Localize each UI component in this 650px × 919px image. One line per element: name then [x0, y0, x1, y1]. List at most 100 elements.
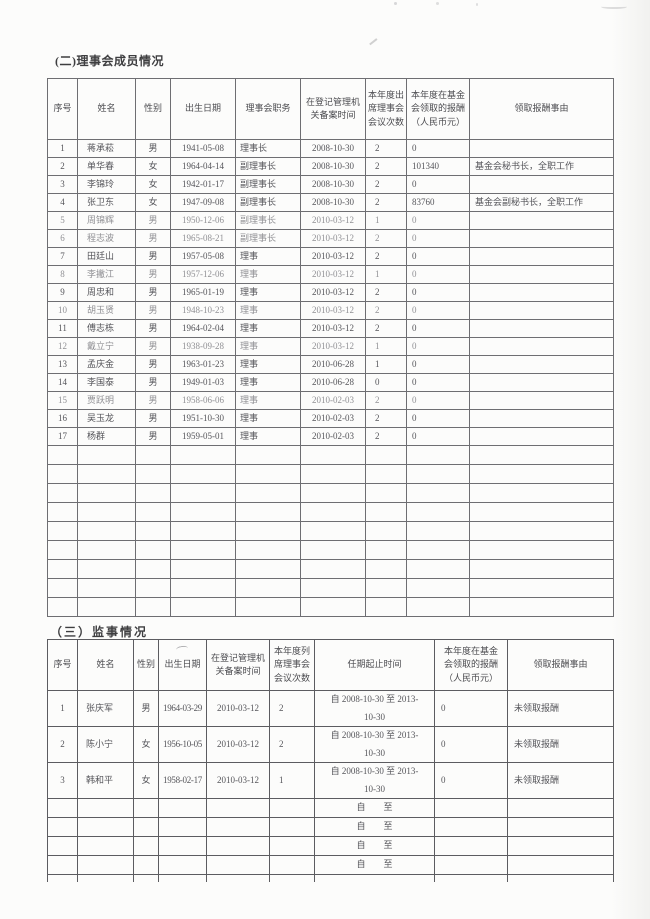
empty-cell: [269, 874, 315, 882]
empty-cell: [170, 502, 236, 522]
table-cell: 2010-03-12: [300, 301, 366, 320]
empty-table-row: [47, 521, 614, 541]
table-cell: 自 2008-10-30 至 2013- 10-30: [314, 726, 435, 763]
table-cell: 0: [406, 175, 470, 194]
empty-cell: [77, 502, 136, 522]
table-row: 1 张庆军男 1964-03-29 2010-03-12 2 自 2008-10-30 至…: [47, 690, 614, 727]
table-cell: 1958-02-17: [158, 762, 207, 799]
table-cell: 自 2008-10-30 至 2013- 10-30: [314, 690, 435, 727]
table-cell: 蒋承菘: [77, 139, 136, 158]
table-row: 11 傅志栋男 1964-02-04 理事 2010-03-12 2 0: [47, 319, 614, 338]
empty-cell: [235, 540, 301, 560]
empty-cell: [77, 578, 136, 598]
table-cell: 10: [47, 301, 78, 320]
empty-cell: [507, 855, 614, 875]
empty-cell: [170, 578, 236, 598]
table-cell: 2: [365, 319, 407, 338]
table-cell: 男: [135, 247, 171, 266]
table-cell: [469, 409, 614, 428]
column-header: 本年度在基金 会领取的报酬 （人民币元）: [406, 78, 470, 140]
table-cell: 基金会副秘书长，全职工作: [469, 193, 614, 212]
table-cell: 0: [406, 355, 470, 374]
empty-cell: [47, 483, 78, 503]
table-cell: 0: [406, 283, 470, 302]
column-header: 在登记管理机 关备案时间: [300, 78, 366, 140]
table-cell: 14: [47, 373, 78, 392]
empty-cell: [365, 521, 407, 541]
empty-table-row: 自 至: [47, 855, 614, 875]
table-cell: 李锦玲: [77, 175, 136, 194]
table-cell: [469, 283, 614, 302]
table-cell: 3: [47, 175, 78, 194]
table-cell: 2: [269, 726, 315, 763]
empty-cell: [406, 521, 470, 541]
table-cell: 0: [434, 726, 508, 763]
table-cell: 理事: [235, 337, 301, 356]
column-header: 序号: [47, 639, 78, 691]
table-cell: 1948-10-23: [170, 301, 236, 320]
empty-cell: [300, 521, 366, 541]
table-row: 16 吴玉龙男 1951-10-30 理事 2010-02-03 2 0: [47, 409, 614, 428]
table-cell: 6: [47, 229, 78, 248]
table-cell: 程志波: [77, 229, 136, 248]
table-cell: 1: [269, 762, 315, 799]
empty-cell: [77, 817, 134, 837]
table-row: 13 孟庆金男 1963-01-23 理事 2010-06-28 1 0: [47, 355, 614, 374]
table-cell: 理事: [235, 391, 301, 410]
table-row: 8 李撇江男 1957-12-06 理事 2010-03-12 1 0: [47, 265, 614, 284]
table-row: 15 贾跃明男 1958-06-06 理事 2010-02-03 2 0: [47, 391, 614, 410]
empty-cell: [300, 483, 366, 503]
empty-cell: [133, 874, 159, 882]
empty-cell: [434, 836, 508, 856]
scan-speck: [436, 2, 439, 5]
empty-table-row: [47, 445, 614, 465]
empty-cell: [300, 559, 366, 579]
table-cell: 副理事长: [235, 211, 301, 230]
table-cell: 未领取报酬: [507, 762, 614, 799]
scan-speck: [394, 2, 397, 5]
table-cell: 2010-03-12: [206, 690, 270, 727]
table-cell: 1947-09-08: [170, 193, 236, 212]
empty-cell: [133, 798, 159, 818]
empty-cell: [47, 540, 78, 560]
table-cell: 0: [406, 409, 470, 428]
table-row: 3 韩和平女 1958-02-17 2010-03-12 1 自 2008-10-30 至…: [47, 762, 614, 799]
table-row: 10 胡玉贤男 1948-10-23 理事 2010-03-12 2 0: [47, 301, 614, 320]
table-cell: 0: [406, 139, 470, 158]
table-cell: 女: [135, 193, 171, 212]
table-cell: 15: [47, 391, 78, 410]
empty-table-row: 自 至: [47, 817, 614, 837]
table-row: 4 张卫东女 1947-09-08 副理事长 2008-10-30 2 83760 基金会副秘…: [47, 193, 614, 212]
empty-cell: [77, 521, 136, 541]
empty-cell: [314, 874, 435, 882]
table-cell: 2010-06-28: [300, 373, 366, 392]
table-cell: 2010-03-12: [300, 337, 366, 356]
table-cell: 11: [47, 319, 78, 338]
empty-cell: [133, 855, 159, 875]
table-cell: 0: [406, 211, 470, 230]
empty-cell: [365, 559, 407, 579]
empty-cell: [469, 464, 614, 484]
table-cell: 理事: [235, 427, 301, 446]
empty-cell: [206, 855, 270, 875]
table-cell: [469, 391, 614, 410]
table-row: 14 李国泰男 1949-01-03 理事 2010-06-28 0 0: [47, 373, 614, 392]
column-header: 出生日期: [158, 639, 207, 691]
table-cell: 0: [406, 229, 470, 248]
empty-cell: [235, 502, 301, 522]
table-cell: 女: [133, 762, 159, 799]
table-cell: 0: [406, 337, 470, 356]
empty-cell: [507, 817, 614, 837]
table-cell: 男: [135, 427, 171, 446]
empty-cell: 自 至: [314, 798, 435, 818]
table-cell: 0: [406, 391, 470, 410]
empty-cell: [365, 597, 407, 617]
table-cell: 男: [135, 337, 171, 356]
table-cell: 2: [47, 726, 78, 763]
table-row: 9 周忠和男 1965-01-19 理事 2010-03-12 2 0: [47, 283, 614, 302]
empty-cell: [47, 817, 78, 837]
table-cell: [469, 265, 614, 284]
table-cell: 李国泰: [77, 373, 136, 392]
column-header: 出生日期: [170, 78, 236, 140]
